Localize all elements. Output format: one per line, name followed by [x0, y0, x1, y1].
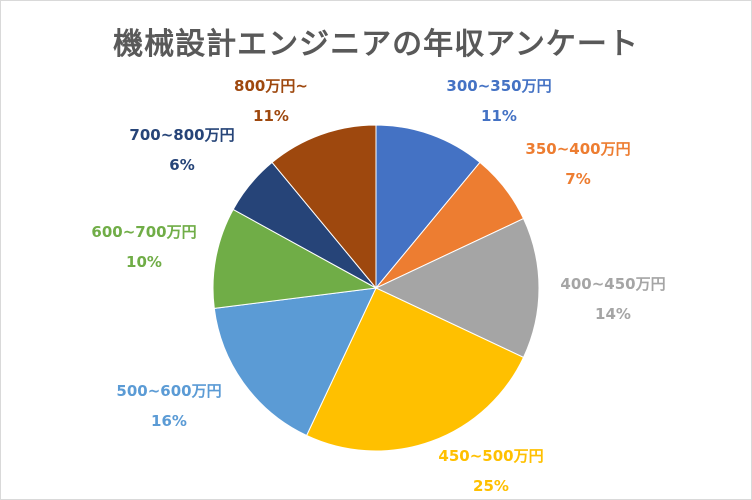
pie-slice — [213, 287, 377, 437]
data-label: 500~600万円 16% — [116, 376, 221, 436]
percent-label: 14% — [595, 305, 631, 323]
percent-label: 25% — [473, 477, 509, 495]
category-label: 450~500万円 — [438, 447, 544, 465]
data-label: 450~500万円 25% — [438, 441, 544, 499]
category-label: 700~800万円 — [129, 126, 235, 144]
percent-label: 7% — [565, 170, 591, 188]
percent-label: 11% — [253, 107, 289, 125]
pie-slice — [305, 287, 525, 452]
percent-label: 10% — [126, 253, 162, 271]
percent-label: 11% — [481, 107, 517, 125]
pie-slice — [271, 124, 377, 290]
category-label: 600~700万円 — [91, 223, 197, 241]
data-label: 800万円~ 11% — [234, 71, 308, 131]
pie-slice — [375, 124, 481, 290]
category-label: 400~450万円 — [560, 275, 666, 293]
data-label: 400~450万円 14% — [560, 269, 665, 329]
percent-label: 6% — [169, 156, 195, 174]
chart-title: 機械設計エンジニアの年収アンケート — [113, 27, 639, 62]
data-label: 700~800万円 6% — [129, 120, 234, 180]
pie-slice — [212, 208, 378, 309]
percent-label: 16% — [151, 412, 187, 430]
category-label: 300~350万円 — [446, 77, 552, 95]
category-label: 350~400万円 — [525, 140, 631, 158]
data-label: 600~700万円 10% — [91, 217, 196, 277]
pie-slice — [374, 217, 540, 359]
data-label: 350~400万円 7% — [525, 134, 630, 194]
category-label: 500~600万円 — [116, 382, 222, 400]
category-label: 800万円~ — [234, 77, 308, 95]
data-label: 300~350万円 11% — [446, 71, 551, 131]
